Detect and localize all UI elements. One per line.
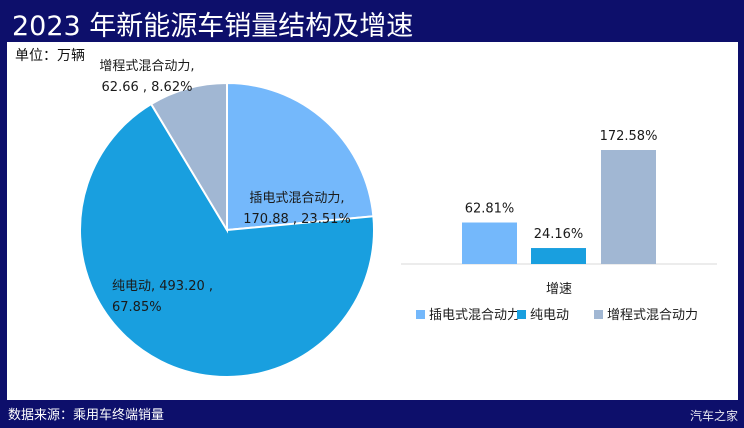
- bar-data-label: 172.58%: [600, 129, 658, 144]
- legend-swatch: [594, 310, 603, 319]
- legend-label: 插电式混合动力: [429, 308, 520, 323]
- bar-x-axis-label: 增速: [546, 282, 572, 297]
- bar-3: [601, 150, 656, 264]
- legend-label: 纯电动: [530, 308, 569, 323]
- pie-data-label: 67.85%: [112, 300, 162, 315]
- bar-data-label: 62.81%: [465, 202, 515, 217]
- pie-slice-2: [79, 102, 375, 378]
- page-title: 2023 年新能源车销量结构及增速: [12, 11, 414, 42]
- pie-slice-3: [149, 81, 228, 234]
- chart-svg: 插电式混合动力, 170.88 , 23.51% 纯电动, 493.20 , 67.8…: [79, 59, 717, 378]
- bar-1: [462, 222, 517, 264]
- legend-swatch: [416, 310, 425, 319]
- source-note: 数据来源：乘用车终端销量: [8, 408, 165, 423]
- pie-labels: 插电式混合动力, 170.88 , 23.51% 纯电动, 493.20 , 67.8…: [99, 59, 350, 315]
- chart-panel: 单位：万辆 插电式混合动力, 170.88 , 23.51% 纯电动, 493.20…: [7, 42, 738, 400]
- legend-label: 增程式混合动力: [607, 308, 698, 323]
- pie-data-label: 插电式混合动力,: [249, 191, 344, 206]
- bar-2: [531, 248, 586, 264]
- pie-data-label: 增程式混合动力,: [99, 59, 194, 74]
- unit-label: 单位：万辆: [15, 48, 85, 64]
- legend-swatch: [517, 310, 526, 319]
- pie-data-label: 62.66 , 8.62%: [102, 80, 193, 95]
- watermark: 汽车之家: [689, 409, 738, 423]
- pie-chart: [79, 81, 375, 378]
- pie-slice-1: [226, 81, 375, 232]
- bar-data-label: 24.16%: [534, 227, 584, 242]
- pie-data-label: 纯电动, 493.20 ,: [112, 279, 213, 294]
- pie-data-label: 170.88 , 23.51%: [243, 212, 350, 227]
